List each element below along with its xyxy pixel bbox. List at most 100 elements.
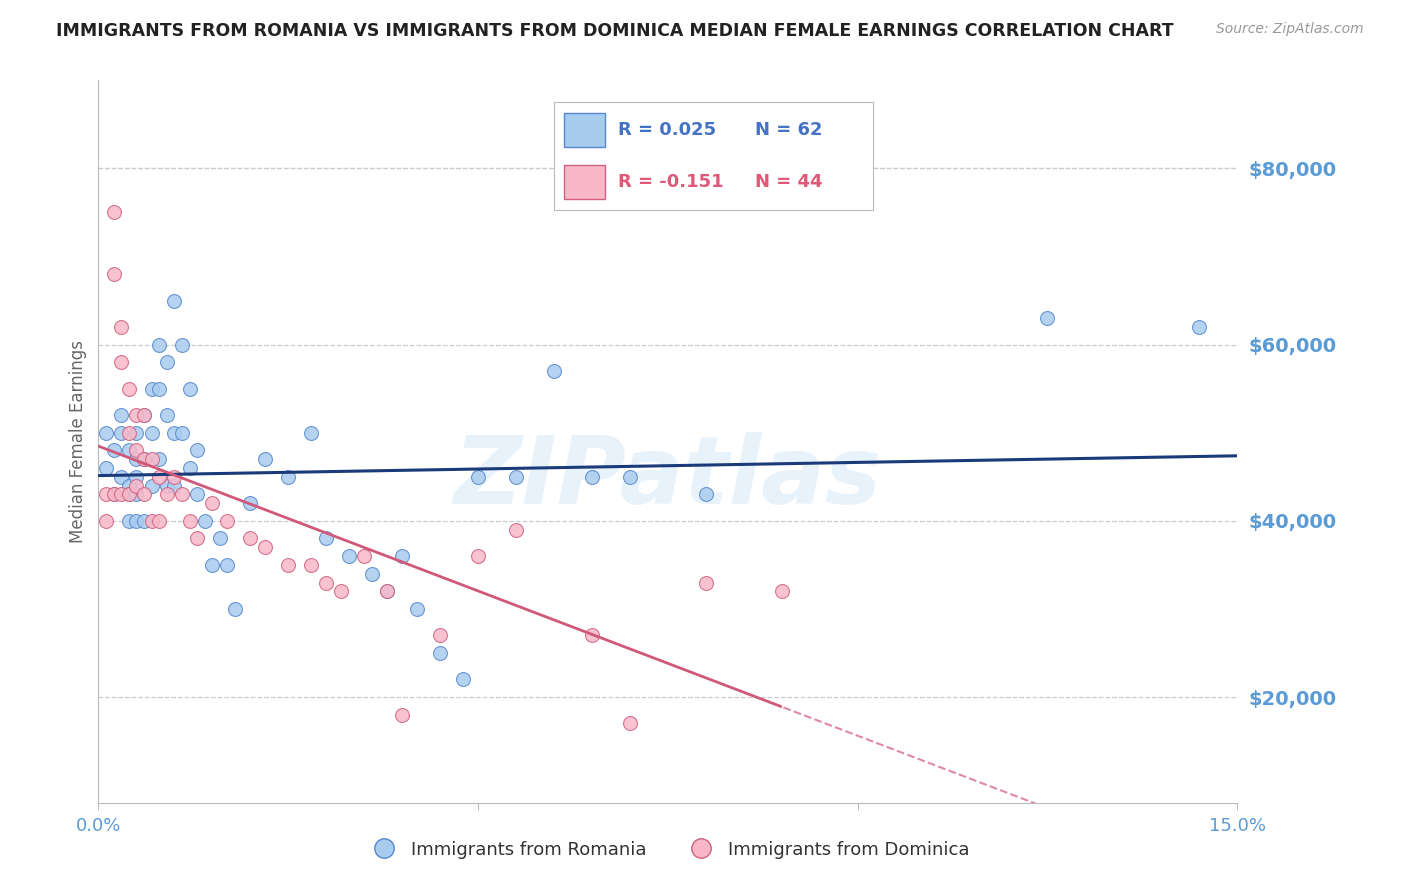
- Point: [94, 461, 117, 475]
- Point: [125, 514, 148, 528]
- Point: [330, 584, 353, 599]
- Point: [170, 425, 193, 440]
- Point: [125, 425, 148, 440]
- Point: [239, 532, 262, 546]
- Point: [163, 470, 186, 484]
- Point: [148, 470, 170, 484]
- Point: [1036, 311, 1059, 326]
- Point: [695, 487, 717, 501]
- Point: [125, 478, 148, 492]
- Point: [103, 487, 125, 501]
- Point: [110, 355, 132, 369]
- Point: [156, 478, 179, 492]
- Point: [156, 355, 179, 369]
- Point: [118, 443, 141, 458]
- Point: [110, 320, 132, 334]
- Point: [194, 514, 217, 528]
- Point: [94, 425, 117, 440]
- Point: [299, 425, 322, 440]
- Point: [353, 549, 375, 563]
- Point: [132, 487, 155, 501]
- Point: [118, 382, 141, 396]
- Point: [132, 408, 155, 422]
- Point: [208, 532, 231, 546]
- Point: [505, 523, 527, 537]
- Point: [94, 514, 117, 528]
- Point: [132, 514, 155, 528]
- Point: [148, 452, 170, 467]
- Point: [132, 452, 155, 467]
- Point: [148, 337, 170, 351]
- Point: [141, 382, 163, 396]
- Legend: Immigrants from Romania, Immigrants from Dominica: Immigrants from Romania, Immigrants from…: [359, 834, 977, 866]
- Point: [505, 470, 527, 484]
- Point: [156, 408, 179, 422]
- Point: [299, 558, 322, 572]
- Point: [125, 470, 148, 484]
- Point: [619, 470, 641, 484]
- Text: ZIPatlas: ZIPatlas: [454, 432, 882, 524]
- Y-axis label: Median Female Earnings: Median Female Earnings: [69, 340, 87, 543]
- Point: [619, 716, 641, 731]
- Point: [141, 425, 163, 440]
- Point: [406, 602, 429, 616]
- Point: [156, 487, 179, 501]
- Text: IMMIGRANTS FROM ROMANIA VS IMMIGRANTS FROM DOMINICA MEDIAN FEMALE EARNINGS CORRE: IMMIGRANTS FROM ROMANIA VS IMMIGRANTS FR…: [56, 22, 1174, 40]
- Point: [141, 514, 163, 528]
- Point: [110, 408, 132, 422]
- Point: [254, 541, 277, 555]
- Point: [110, 425, 132, 440]
- Point: [315, 575, 337, 590]
- Text: Source: ZipAtlas.com: Source: ZipAtlas.com: [1216, 22, 1364, 37]
- Point: [118, 478, 141, 492]
- Point: [375, 584, 398, 599]
- Point: [337, 549, 360, 563]
- Point: [179, 382, 201, 396]
- Point: [224, 602, 246, 616]
- Point: [110, 487, 132, 501]
- Point: [141, 452, 163, 467]
- Point: [429, 628, 451, 642]
- Point: [360, 566, 382, 581]
- Point: [186, 443, 208, 458]
- Point: [118, 487, 141, 501]
- Point: [110, 470, 132, 484]
- Point: [186, 532, 208, 546]
- Point: [239, 496, 262, 510]
- Point: [103, 443, 125, 458]
- Point: [141, 478, 163, 492]
- Point: [118, 487, 141, 501]
- Point: [170, 487, 193, 501]
- Point: [132, 408, 155, 422]
- Point: [429, 646, 451, 660]
- Point: [467, 470, 489, 484]
- Point: [277, 470, 299, 484]
- Point: [217, 558, 239, 572]
- Point: [770, 584, 793, 599]
- Point: [375, 584, 398, 599]
- Point: [695, 575, 717, 590]
- Point: [118, 425, 141, 440]
- Point: [163, 425, 186, 440]
- Point: [163, 478, 186, 492]
- Point: [94, 487, 117, 501]
- Point: [148, 382, 170, 396]
- Point: [217, 514, 239, 528]
- Point: [179, 514, 201, 528]
- Point: [148, 514, 170, 528]
- Point: [103, 487, 125, 501]
- Point: [201, 496, 224, 510]
- Point: [103, 205, 125, 219]
- Point: [125, 487, 148, 501]
- Point: [118, 514, 141, 528]
- Point: [277, 558, 299, 572]
- Point: [132, 452, 155, 467]
- Point: [315, 532, 337, 546]
- Point: [103, 267, 125, 281]
- Point: [581, 470, 603, 484]
- Point: [201, 558, 224, 572]
- Point: [543, 364, 565, 378]
- Point: [1188, 320, 1211, 334]
- Point: [467, 549, 489, 563]
- Point: [125, 408, 148, 422]
